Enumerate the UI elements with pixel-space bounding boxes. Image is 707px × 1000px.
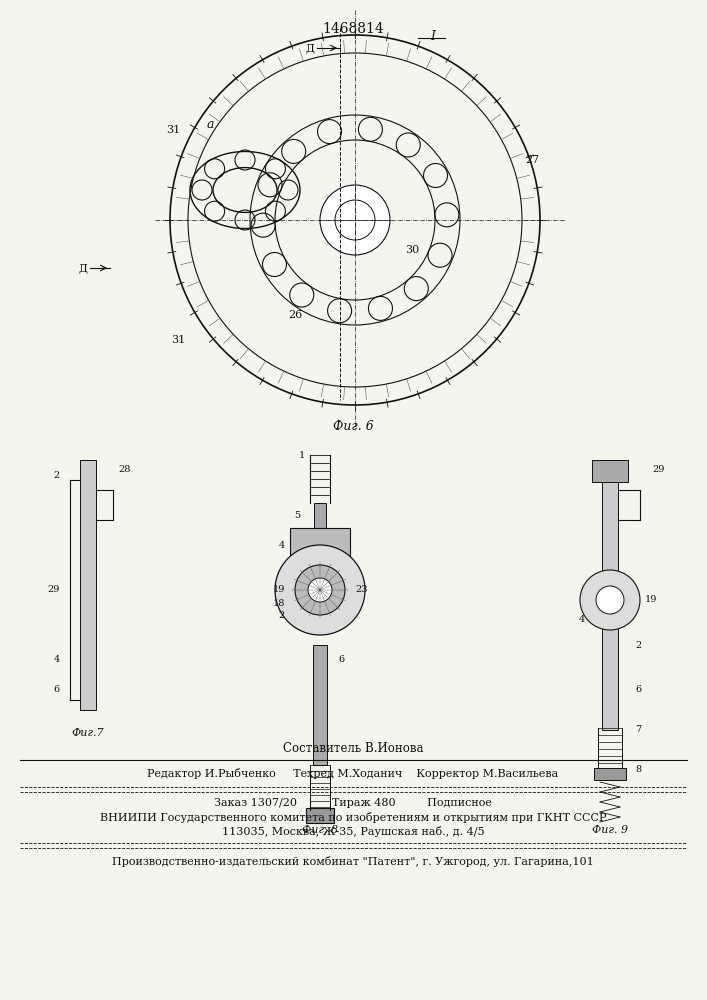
Text: Фиг. 9: Фиг. 9 <box>592 825 628 835</box>
Text: Производственно-издательский комбинат "Патент", г. Ужгород, ул. Гагарина,101: Производственно-издательский комбинат "П… <box>112 856 594 867</box>
FancyBboxPatch shape <box>602 480 618 730</box>
Text: 8: 8 <box>635 766 641 774</box>
Text: Д: Д <box>306 43 315 53</box>
Text: 27: 27 <box>525 155 539 165</box>
Text: 113035, Москва, Ж-35, Раушская наб., д. 4/5: 113035, Москва, Ж-35, Раушская наб., д. … <box>222 826 484 837</box>
Text: 29: 29 <box>652 466 665 475</box>
Circle shape <box>580 570 640 630</box>
FancyBboxPatch shape <box>80 460 96 710</box>
Text: Заказ 1307/20          Тираж 480         Подписное: Заказ 1307/20 Тираж 480 Подписное <box>214 798 492 808</box>
Text: 5: 5 <box>294 510 300 520</box>
Circle shape <box>320 185 390 255</box>
Circle shape <box>308 578 332 602</box>
FancyBboxPatch shape <box>306 808 334 823</box>
Text: 7: 7 <box>635 726 641 734</box>
Circle shape <box>275 545 365 635</box>
Text: 26: 26 <box>288 310 302 320</box>
Text: 4: 4 <box>54 656 60 664</box>
Text: ВНИИПИ Государственного комитета по изобретениям и открытиям при ГКНТ СССР: ВНИИПИ Государственного комитета по изоб… <box>100 812 606 823</box>
Text: 4: 4 <box>579 615 585 624</box>
Text: 19: 19 <box>273 585 285 594</box>
Text: Составитель В.Ионова: Составитель В.Ионова <box>283 742 423 755</box>
Text: 19: 19 <box>645 595 658 604</box>
FancyBboxPatch shape <box>594 768 626 780</box>
Text: 1: 1 <box>299 450 305 460</box>
FancyBboxPatch shape <box>290 528 350 563</box>
Text: 23: 23 <box>355 585 368 594</box>
FancyBboxPatch shape <box>592 460 628 482</box>
Text: 2: 2 <box>54 471 60 480</box>
Text: 6: 6 <box>54 686 60 694</box>
Text: 28: 28 <box>118 466 130 475</box>
Text: Фиг. 6: Фиг. 6 <box>332 420 373 433</box>
Text: a: a <box>206 118 214 131</box>
Text: Д: Д <box>79 263 88 273</box>
Text: Фиг.7: Фиг.7 <box>71 728 105 738</box>
Text: 31: 31 <box>171 335 185 345</box>
Text: 29: 29 <box>47 585 60 594</box>
FancyBboxPatch shape <box>314 503 326 528</box>
Text: I: I <box>430 30 435 43</box>
Text: 2: 2 <box>279 610 285 619</box>
Text: Редактор И.Рыбченко     Техред М.Ходанич    Корректор М.Васильева: Редактор И.Рыбченко Техред М.Ходанич Кор… <box>147 768 559 779</box>
Text: 2: 2 <box>635 641 641 650</box>
Text: 30: 30 <box>405 245 419 255</box>
Circle shape <box>596 586 624 614</box>
FancyBboxPatch shape <box>313 645 327 765</box>
Text: 6: 6 <box>635 686 641 694</box>
Text: 31: 31 <box>165 125 180 135</box>
Text: 4: 4 <box>279 540 285 550</box>
Text: 6: 6 <box>338 656 344 664</box>
Circle shape <box>295 565 345 615</box>
Text: Фиг. 8: Фиг. 8 <box>302 825 338 835</box>
Text: 18: 18 <box>273 598 285 607</box>
Text: 1468814: 1468814 <box>322 22 384 36</box>
